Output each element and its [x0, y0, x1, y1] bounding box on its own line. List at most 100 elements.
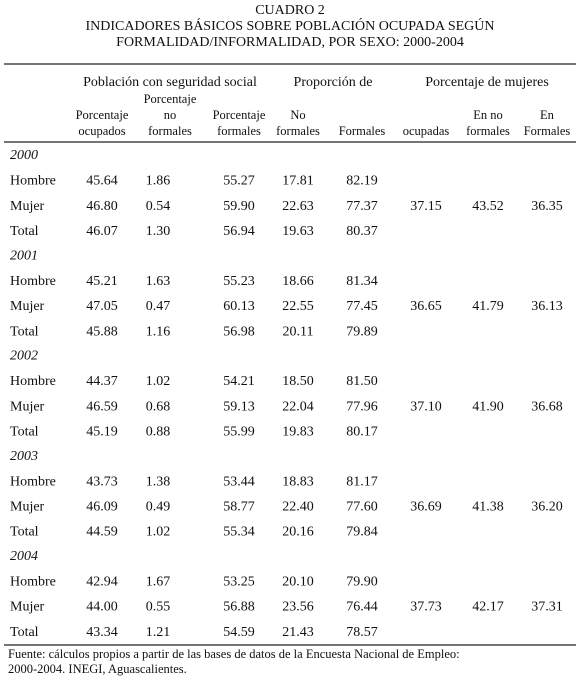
row-label: Hombre	[10, 174, 56, 189]
cell: 81.34	[346, 274, 378, 289]
cell: 81.17	[346, 474, 378, 489]
cell: 19.63	[282, 224, 314, 239]
cell: 81.50	[346, 374, 378, 389]
cell: 43.52	[472, 199, 504, 214]
cell: 36.35	[531, 199, 563, 214]
row-label: Hombre	[10, 374, 56, 389]
cell: 54.59	[223, 625, 255, 640]
column-header: Porcentaje	[213, 108, 266, 122]
year-label: 2003	[10, 449, 38, 464]
cell: 58.77	[223, 500, 255, 515]
cell: 20.16	[282, 525, 314, 540]
row-label: Total	[10, 324, 39, 339]
cell: 56.98	[223, 324, 255, 339]
cell: 42.94	[86, 575, 118, 590]
cell: 0.55	[146, 600, 171, 615]
cell: 46.09	[86, 500, 118, 515]
cell: 55.23	[223, 274, 255, 289]
cell: 77.60	[346, 500, 378, 515]
title-line: INDICADORES BÁSICOS SOBRE POBLACIÓN OCUP…	[85, 17, 494, 34]
cell: 22.55	[282, 299, 314, 314]
row-label: Total	[10, 224, 39, 239]
cell: 1.30	[146, 224, 171, 239]
cell: 54.21	[223, 374, 255, 389]
cell: 79.90	[346, 575, 378, 590]
cell: 19.83	[282, 425, 314, 440]
cell: 0.49	[146, 500, 171, 515]
column-header: Porcentaje	[76, 108, 129, 122]
group-header: Porcentaje de mujeres	[425, 75, 549, 90]
column-header: ocupados	[78, 124, 125, 138]
cell: 46.80	[86, 199, 118, 214]
cell: 18.83	[282, 474, 314, 489]
cell: 56.94	[223, 224, 255, 239]
cell: 1.67	[146, 575, 171, 590]
column-header: Formales	[339, 124, 386, 138]
row-label: Total	[10, 425, 39, 440]
group-header: Población con seguridad social	[83, 75, 257, 90]
cell: 36.69	[410, 500, 442, 515]
cell: 78.57	[346, 625, 378, 640]
cell: 1.16	[146, 324, 171, 339]
cell: 17.81	[282, 174, 314, 189]
cell: 43.34	[86, 625, 118, 640]
cell: 53.44	[223, 474, 255, 489]
cell: 37.31	[531, 600, 563, 615]
cell: 55.27	[223, 174, 255, 189]
row-label: Mujer	[10, 600, 45, 615]
title-line: CUADRO 2	[255, 3, 325, 18]
column-header: En	[540, 108, 555, 122]
cell: 45.88	[86, 324, 118, 339]
year-label: 2001	[10, 248, 38, 263]
year-label: 2000	[10, 148, 38, 163]
cell: 42.17	[472, 600, 504, 615]
cell: 44.00	[86, 600, 118, 615]
column-header: formales	[148, 124, 192, 138]
cell: 41.38	[472, 500, 504, 515]
column-header: formales	[276, 124, 320, 138]
cell: 36.13	[531, 299, 563, 314]
cell: 47.05	[86, 299, 118, 314]
column-header: ocupadas	[403, 124, 450, 138]
row-label: Hombre	[10, 575, 56, 590]
cell: 77.96	[346, 399, 378, 414]
footnote: 2000-2004. INEGI, Aguascalientes.	[8, 662, 187, 676]
column-header: En no	[473, 108, 503, 122]
cell: 77.45	[346, 299, 378, 314]
cell: 59.13	[223, 399, 255, 414]
cell: 82.19	[346, 174, 378, 189]
cell: 0.54	[146, 199, 171, 214]
group-header: Proporción de	[294, 75, 373, 90]
row-label: Mujer	[10, 500, 45, 515]
cell: 37.10	[410, 399, 442, 414]
column-header: no	[164, 108, 177, 122]
row-label: Hombre	[10, 474, 56, 489]
cell: 44.59	[86, 525, 118, 540]
cell: 1.86	[146, 174, 171, 189]
cell: 45.19	[86, 425, 118, 440]
column-header: Porcentaje	[144, 92, 197, 106]
cell: 79.84	[346, 525, 378, 540]
column-header: formales	[217, 124, 261, 138]
cell: 60.13	[223, 299, 255, 314]
footnote: Fuente: cálculos propios a partir de las…	[8, 647, 460, 661]
cell: 21.43	[282, 625, 314, 640]
cell: 80.37	[346, 224, 378, 239]
cell: 80.17	[346, 425, 378, 440]
cell: 77.37	[346, 199, 378, 214]
cell: 37.73	[410, 600, 442, 615]
cell: 22.40	[282, 500, 314, 515]
cell: 41.90	[472, 399, 504, 414]
cell: 18.50	[282, 374, 314, 389]
cell: 20.11	[283, 324, 314, 339]
row-label: Hombre	[10, 274, 56, 289]
cell: 55.99	[223, 425, 255, 440]
cell: 76.44	[346, 600, 378, 615]
year-label: 2002	[10, 349, 38, 364]
column-header: No	[290, 108, 305, 122]
row-label: Total	[10, 525, 39, 540]
cell: 37.15	[410, 199, 442, 214]
cell: 22.04	[282, 399, 314, 414]
cell: 1.02	[146, 525, 171, 540]
